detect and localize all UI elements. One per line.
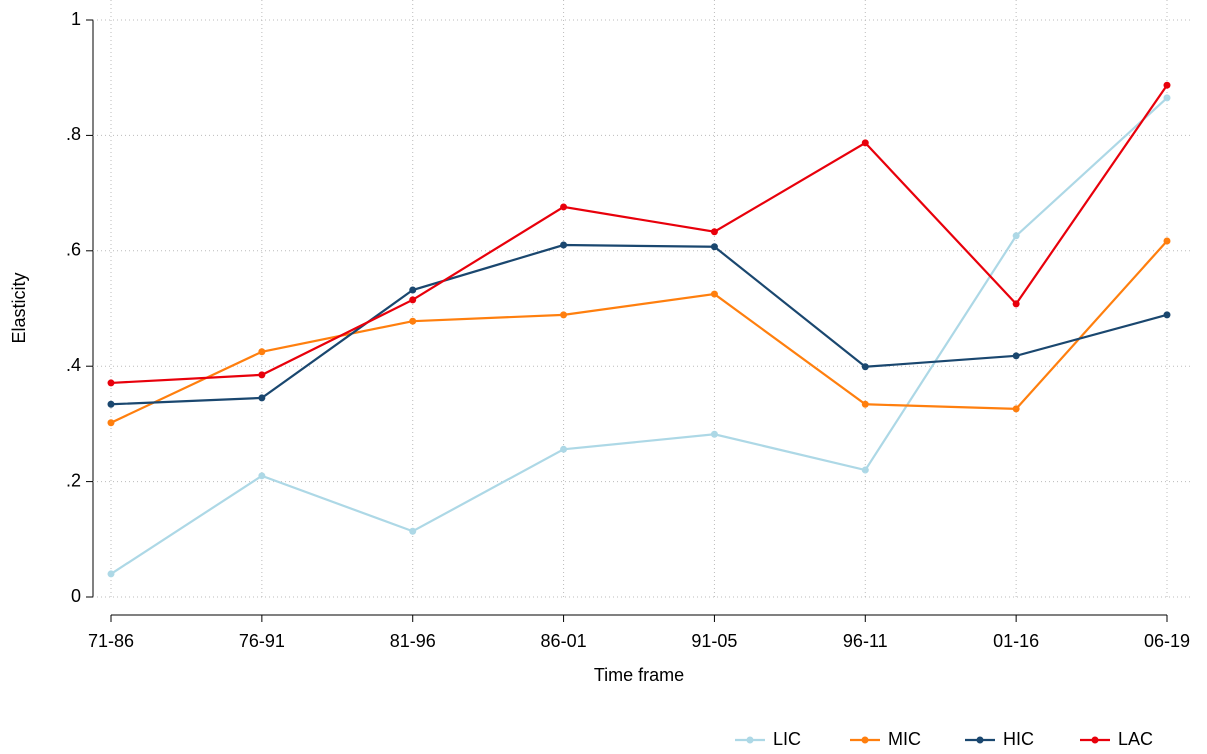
legend-label: MIC [888, 729, 921, 749]
data-point [409, 527, 417, 535]
data-point [1012, 300, 1020, 308]
data-point [861, 139, 869, 147]
data-point [710, 228, 718, 236]
data-point [409, 286, 417, 294]
x-tick-label: 71-86 [88, 631, 134, 651]
legend-label: LAC [1118, 729, 1153, 749]
legend-marker [976, 736, 984, 744]
data-point [710, 243, 718, 251]
x-tick-label: 76-91 [239, 631, 285, 651]
data-point [1163, 311, 1171, 319]
legend-label: HIC [1003, 729, 1034, 749]
x-tick-label: 91-05 [691, 631, 737, 651]
x-tick-label: 96-11 [843, 631, 888, 651]
x-tick-label: 81-96 [390, 631, 436, 651]
data-point [1163, 81, 1171, 89]
series-line [110, 84, 1168, 385]
series-line [110, 97, 1168, 575]
series-line [110, 240, 1168, 424]
data-point [258, 472, 266, 480]
data-point [861, 363, 869, 371]
legend-label: LIC [773, 729, 801, 749]
data-point [1163, 94, 1171, 102]
data-point [1012, 405, 1020, 413]
data-point [107, 419, 115, 427]
data-point [258, 371, 266, 379]
y-tick-label: .2 [66, 470, 81, 490]
data-point [409, 296, 417, 304]
data-point [861, 400, 869, 408]
data-point [107, 379, 115, 387]
data-point [1163, 237, 1171, 245]
y-tick-label: 1 [71, 9, 81, 29]
data-point [710, 430, 718, 438]
data-point [861, 466, 869, 474]
data-point [258, 348, 266, 356]
y-tick-label: .6 [66, 240, 81, 260]
x-tick-label: 01-16 [993, 631, 1039, 651]
legend-marker [746, 736, 754, 744]
y-tick-label: .8 [66, 124, 81, 144]
data-point [1012, 352, 1020, 360]
data-point [409, 317, 417, 325]
y-tick-label: 0 [71, 586, 81, 606]
x-tick-label: 06-19 [1144, 631, 1190, 651]
data-point [560, 445, 568, 453]
data-point [560, 241, 568, 249]
legend-marker [1091, 736, 1099, 744]
data-point [258, 394, 266, 402]
series-line [110, 243, 1168, 406]
legend-marker [861, 736, 869, 744]
data-point [710, 290, 718, 298]
x-tick-label: 86-01 [541, 631, 587, 651]
data-point [560, 203, 568, 211]
y-tick-label: .4 [66, 355, 81, 375]
x-axis-title: Time frame [594, 665, 684, 685]
data-point [560, 311, 568, 319]
data-point [107, 400, 115, 408]
data-point [1012, 232, 1020, 240]
data-point [107, 570, 115, 578]
y-axis-title: Elasticity [9, 272, 29, 343]
